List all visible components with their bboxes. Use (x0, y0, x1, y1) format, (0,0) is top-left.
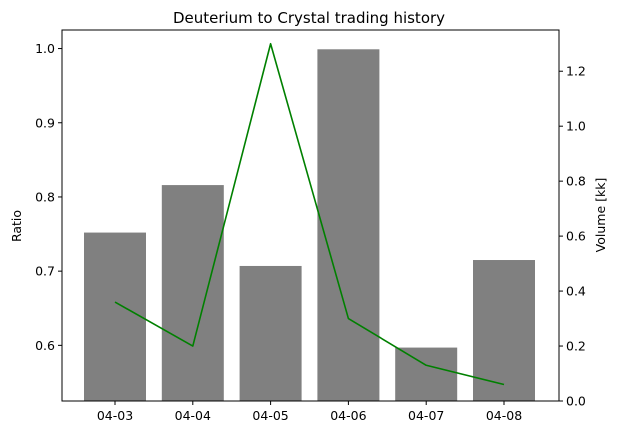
left-y-tick-label: 0.8 (35, 189, 55, 204)
x-tick-label: 04-03 (97, 408, 133, 423)
x-tick-label: 04-07 (408, 408, 444, 423)
left-y-tick-label: 1.0 (35, 41, 55, 56)
bar-04-07 (395, 347, 458, 401)
x-tick-label: 04-08 (486, 408, 522, 423)
left-y-tick-label: 0.9 (35, 115, 55, 130)
left-y-tick-label: 0.7 (35, 264, 55, 279)
bar-04-06 (317, 49, 380, 402)
chart-title: Deuterium to Crystal trading history (173, 9, 445, 27)
right-y-tick-label: 0.6 (566, 229, 586, 244)
right-y-tick-label: 0.2 (566, 339, 586, 354)
line-group (114, 42, 505, 386)
x-axis: 04-03 04-04 04-05 04-06 04-07 04-08 (97, 401, 522, 423)
right-y-tick-label: 1.2 (566, 64, 586, 79)
bar-04-04 (161, 185, 224, 401)
right-y-tick-label: 1.0 (566, 119, 586, 134)
x-tick-label: 04-05 (252, 408, 288, 423)
right-y-tick-label: 0.8 (566, 174, 586, 189)
left-y-axis-label: Ratio (9, 210, 24, 242)
plot-frame (61, 29, 560, 402)
right-y-tick-label: 0.4 (566, 284, 586, 299)
bar-04-03 (84, 232, 146, 401)
x-tick-label: 04-04 (175, 408, 211, 423)
right-y-axis-label: Volume [kk] (593, 178, 608, 253)
x-tick-label: 04-06 (330, 408, 366, 423)
bar-04-08 (473, 260, 535, 401)
right-y-tick-label: 0.0 (566, 394, 586, 409)
volume-line (114, 42, 505, 386)
right-y-axis: 0.0 0.2 0.4 0.6 0.8 1.0 1.2 (559, 64, 586, 409)
bars-group (84, 49, 535, 402)
left-y-axis: 0.6 0.7 0.8 0.9 1.0 (35, 41, 62, 353)
bar-04-05 (239, 265, 302, 401)
left-y-tick-label: 0.6 (35, 338, 55, 353)
